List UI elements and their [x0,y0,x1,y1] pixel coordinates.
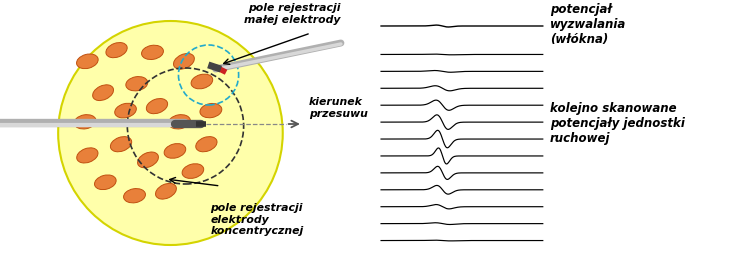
Ellipse shape [191,74,213,89]
Text: pole rejestracji
małej elektrody: pole rejestracji małej elektrody [244,3,341,25]
Ellipse shape [106,43,127,58]
Circle shape [58,21,283,245]
Ellipse shape [123,188,145,203]
Ellipse shape [95,175,116,189]
Text: pole rejestracji
elektrody
koncentrycznej: pole rejestracji elektrody koncentryczne… [211,203,304,236]
Ellipse shape [111,137,132,152]
Ellipse shape [126,76,147,91]
Ellipse shape [74,115,96,129]
Ellipse shape [182,164,204,179]
Text: kierunek
przesuwu: kierunek przesuwu [309,97,368,119]
Ellipse shape [138,152,159,168]
Ellipse shape [196,137,217,152]
Ellipse shape [168,115,190,129]
Ellipse shape [164,144,186,158]
Ellipse shape [77,54,99,69]
Ellipse shape [92,85,114,100]
Ellipse shape [147,99,168,114]
Text: kolejno skanowane
potencjały jednostki
ruchowej: kolejno skanowane potencjały jednostki r… [550,102,685,145]
Ellipse shape [200,103,222,118]
Ellipse shape [141,45,163,60]
Text: potencjał
wyzwalania
(włókna): potencjał wyzwalania (włókna) [550,3,626,46]
Ellipse shape [77,148,98,163]
Ellipse shape [115,103,136,118]
Ellipse shape [174,54,194,69]
Ellipse shape [156,183,177,199]
